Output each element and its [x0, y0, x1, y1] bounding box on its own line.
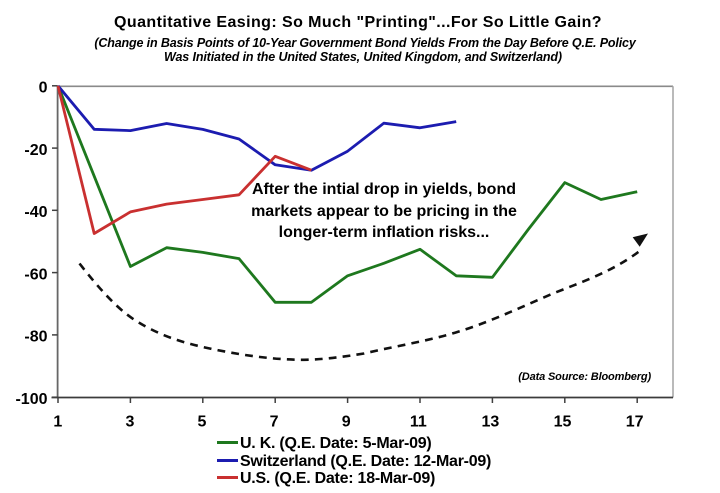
- svg-text:0: 0: [39, 80, 48, 97]
- svg-text:3: 3: [125, 413, 134, 430]
- svg-text:-60: -60: [24, 266, 47, 283]
- svg-text:13: 13: [482, 413, 500, 430]
- svg-text:-80: -80: [24, 329, 47, 346]
- svg-text:15: 15: [554, 413, 572, 430]
- svg-text:5: 5: [198, 413, 207, 430]
- svg-text:-40: -40: [24, 204, 47, 221]
- svg-text:7: 7: [270, 413, 279, 430]
- svg-text:11: 11: [410, 413, 427, 430]
- svg-text:-20: -20: [24, 142, 47, 159]
- svg-text:17: 17: [626, 413, 644, 430]
- svg-text:1: 1: [53, 413, 62, 430]
- svg-text:-100: -100: [15, 391, 47, 408]
- svg-text:9: 9: [342, 413, 351, 430]
